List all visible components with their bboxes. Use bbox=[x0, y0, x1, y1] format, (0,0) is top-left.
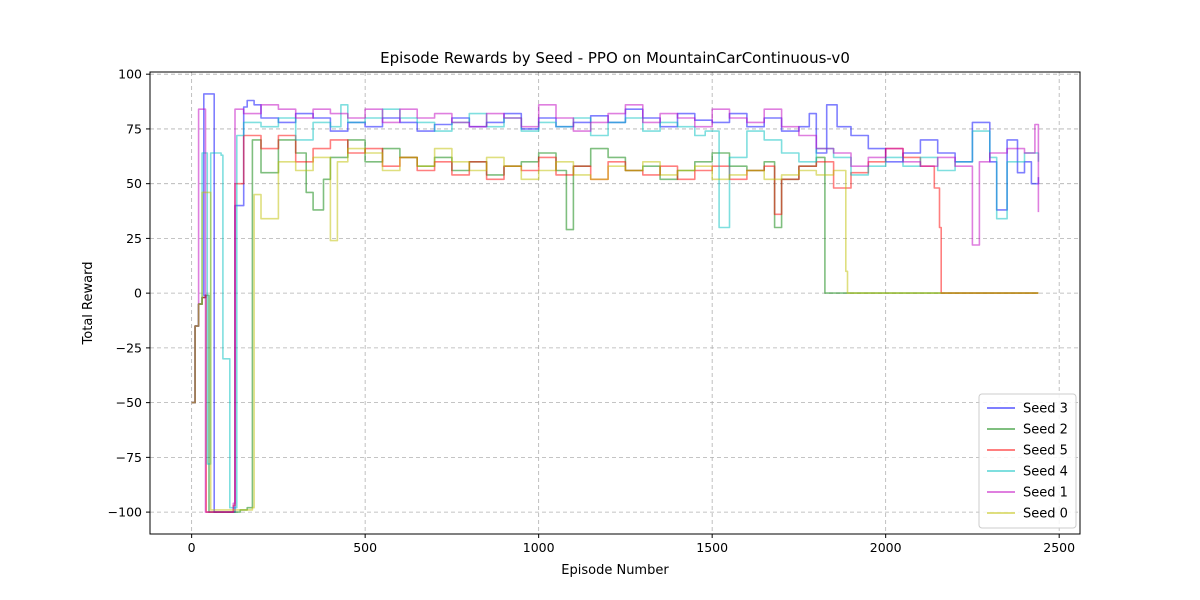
y-tick-label: 0 bbox=[134, 286, 142, 301]
x-tick-label: 1000 bbox=[523, 540, 555, 555]
x-tick-label: 0 bbox=[188, 540, 196, 555]
y-tick-label: 75 bbox=[126, 121, 142, 136]
plot-frame bbox=[149, 71, 1081, 535]
x-tick-label: 2500 bbox=[1043, 540, 1075, 555]
legend: Seed 3 Seed 2 Seed 5 Seed 4 Seed 1 Seed 0 bbox=[978, 393, 1077, 529]
x-tick-label: 2000 bbox=[870, 540, 902, 555]
legend-label-seed-5: Seed 5 bbox=[1023, 444, 1068, 459]
y-tick-label: −25 bbox=[116, 340, 142, 355]
series-line-seed-5 bbox=[191, 134, 1039, 513]
legend-box bbox=[978, 393, 1077, 529]
y-tick-label: −100 bbox=[108, 505, 142, 520]
legend-label-seed-0: Seed 0 bbox=[1023, 507, 1068, 522]
grid bbox=[150, 72, 1080, 534]
legend-label-seed-1: Seed 1 bbox=[1023, 486, 1068, 501]
series-lines bbox=[191, 93, 1040, 513]
legend-label-seed-4: Seed 4 bbox=[1023, 465, 1068, 480]
legend-label-seed-2: Seed 2 bbox=[1023, 423, 1068, 438]
series-line-seed-3 bbox=[191, 93, 1040, 513]
x-tick-label: 500 bbox=[353, 540, 377, 555]
x-tick-label: 1500 bbox=[696, 540, 728, 555]
x-axis-ticks: 0 500 1000 1500 2000 2500 bbox=[188, 534, 1075, 555]
chart-title: Episode Rewards by Seed - PPO on Mountai… bbox=[380, 49, 850, 67]
x-axis-label: Episode Number bbox=[561, 563, 669, 578]
y-axis-ticks: −100 −75 −50 −25 0 25 50 75 100 bbox=[108, 67, 150, 520]
series-line-seed-4 bbox=[191, 104, 1040, 509]
y-axis-label: Total Reward bbox=[81, 262, 96, 346]
y-tick-label: 25 bbox=[126, 231, 142, 246]
series-line-seed-0 bbox=[191, 147, 1039, 511]
y-tick-label: 50 bbox=[126, 176, 142, 191]
series-line-seed-2 bbox=[191, 139, 1039, 513]
series-line-seed-1 bbox=[191, 104, 1040, 513]
y-tick-label: 100 bbox=[118, 67, 142, 82]
legend-label-seed-3: Seed 3 bbox=[1023, 402, 1068, 417]
y-tick-label: −75 bbox=[116, 450, 142, 465]
y-tick-label: −50 bbox=[116, 395, 142, 410]
